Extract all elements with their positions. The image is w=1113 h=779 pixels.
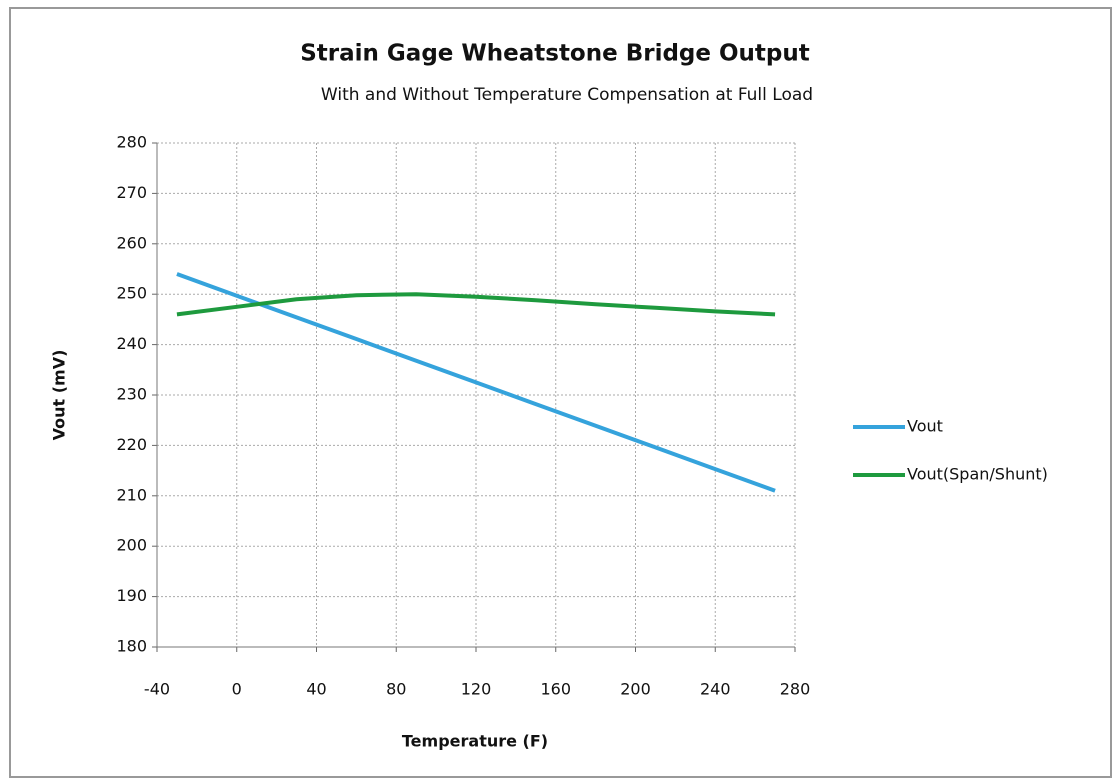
x-tick-label: 120 [461, 680, 492, 699]
y-tick-label: 250 [116, 284, 147, 303]
x-tick-label: 80 [386, 680, 406, 699]
y-tick-label: 240 [116, 334, 147, 353]
y-tick-label: 230 [116, 385, 147, 404]
chart-title: Strain Gage Wheatstone Bridge Output [300, 41, 810, 67]
legend-label: Vout [907, 417, 943, 436]
x-tick-label: 160 [540, 680, 571, 699]
x-tick-label: -40 [144, 680, 170, 699]
x-tick-label: 40 [306, 680, 326, 699]
y-tick-label: 190 [116, 586, 147, 605]
x-tick-label: 200 [620, 680, 651, 699]
y-axis-label: Vout (mV) [50, 350, 69, 441]
y-tick-label: 220 [116, 435, 147, 454]
y-tick-label: 180 [116, 637, 147, 656]
chart-frame [9, 7, 1112, 778]
y-tick-label: 280 [116, 133, 147, 152]
legend-label: Vout(Span/Shunt) [907, 465, 1048, 484]
x-tick-label: 240 [700, 680, 731, 699]
data-line [176, 272, 776, 493]
y-tick-label: 270 [116, 183, 147, 202]
x-axis-label: Temperature (F) [402, 732, 548, 751]
chart-subtitle: With and Without Temperature Compensatio… [321, 85, 813, 105]
y-tick-label: 200 [116, 536, 147, 555]
x-tick-label: 280 [780, 680, 811, 699]
data-line [176, 292, 776, 317]
y-tick-label: 210 [116, 485, 147, 504]
x-tick-label: 0 [232, 680, 242, 699]
y-tick-label: 260 [116, 233, 147, 252]
